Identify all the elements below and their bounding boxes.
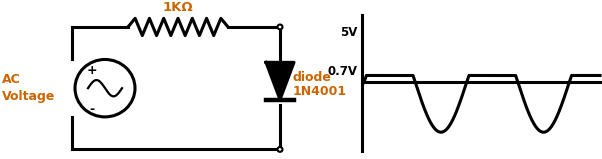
Circle shape	[278, 24, 282, 29]
Text: 0.7V: 0.7V	[327, 65, 357, 78]
Text: -: -	[90, 103, 95, 116]
Text: Voltage: Voltage	[2, 90, 55, 103]
Text: 1N4001: 1N4001	[293, 85, 347, 98]
Circle shape	[278, 147, 282, 152]
Text: AC: AC	[2, 73, 20, 86]
Text: 1KΩ: 1KΩ	[163, 1, 193, 14]
Text: +: +	[87, 63, 98, 76]
Text: diode: diode	[293, 71, 332, 84]
Polygon shape	[266, 62, 294, 100]
Text: 5V: 5V	[340, 26, 357, 39]
